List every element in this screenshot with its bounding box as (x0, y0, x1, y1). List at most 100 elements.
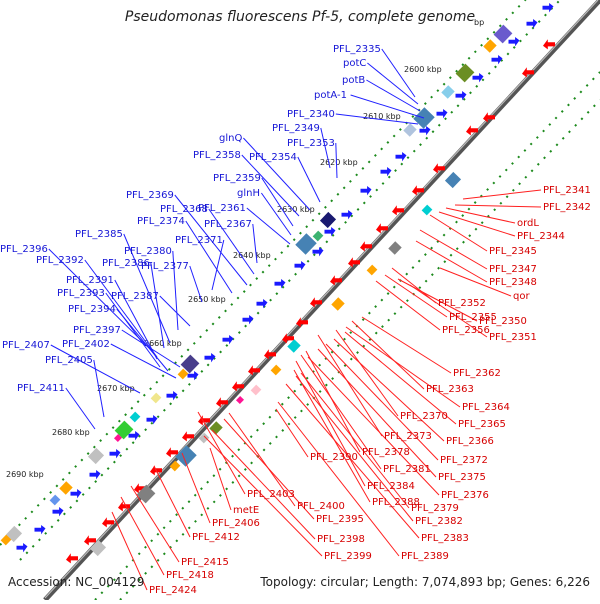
forward-gene-arrow (166, 391, 178, 401)
forward-gene-label[interactable]: PFL_2380 (124, 246, 172, 257)
forward-gene-label[interactable]: PFL_2396 (0, 244, 48, 255)
reverse-gene-label[interactable]: PFL_2355 (449, 312, 497, 323)
forward-gene-label[interactable]: PFL_2358 (193, 150, 241, 161)
forward-gene-label[interactable]: potB (342, 75, 365, 86)
forward-gene-arrow (436, 109, 448, 119)
forward-gene-label[interactable]: PFL_2385 (75, 229, 123, 240)
reverse-gene-label[interactable]: PFL_2341 (543, 185, 591, 196)
forward-gene-label[interactable]: PFL_2411 (17, 383, 65, 394)
reverse-gene-arrow (310, 297, 322, 308)
reverse-gene-box (388, 241, 402, 255)
forward-gene-box (493, 24, 513, 44)
reverse-gene-label[interactable]: PFL_2376 (441, 490, 489, 501)
reverse-gene-arrow (392, 205, 404, 216)
reverse-gene-label[interactable]: PFL_2383 (421, 533, 469, 544)
forward-gene-label[interactable]: PFL_2367 (204, 219, 252, 230)
forward-gene-label[interactable]: PFL_2397 (73, 325, 121, 336)
reverse-gene-label[interactable]: PFL_2347 (489, 264, 537, 275)
reverse-gene-label[interactable]: PFL_2370 (400, 411, 448, 422)
forward-gene-label[interactable]: potA-1 (314, 90, 347, 101)
forward-gene-label[interactable]: PFL_2391 (66, 275, 114, 286)
forward-gene-label[interactable]: PFL_2407 (2, 340, 50, 351)
reverse-gene-label[interactable]: PFL_2390 (310, 452, 358, 463)
reverse-gene-label[interactable]: qor (513, 291, 530, 302)
reverse-gene-label[interactable]: PFL_2356 (442, 325, 490, 336)
reverse-gene-arrow (232, 381, 244, 392)
forward-gene-label[interactable]: PFL_2374 (137, 216, 185, 227)
forward-gene-label[interactable]: PFL_2368 (160, 204, 208, 215)
reverse-gene-arrow (296, 317, 308, 328)
reverse-gene-label[interactable]: PFL_2418 (166, 570, 214, 581)
reverse-gene-label[interactable]: PFL_2345 (489, 246, 537, 257)
forward-gene-label[interactable]: PFL_2354 (249, 152, 297, 163)
forward-gene-label[interactable]: PFL_2349 (272, 123, 320, 134)
forward-gene-label[interactable]: glnH (237, 188, 260, 199)
reverse-gene-label[interactable]: PFL_2362 (453, 368, 501, 379)
reverse-gene-label[interactable]: PFL_2403 (247, 489, 295, 500)
reverse-leader-line (275, 408, 309, 458)
reverse-gene-label[interactable]: PFL_2381 (383, 464, 431, 475)
reverse-gene-label[interactable]: PFL_2365 (458, 419, 506, 430)
forward-leader-line (84, 259, 158, 358)
forward-gene-label[interactable]: PFL_2359 (213, 173, 261, 184)
reverse-gene-label[interactable]: PFL_2395 (316, 514, 364, 525)
reverse-gene-label[interactable]: PFL_2382 (415, 516, 463, 527)
reverse-gene-label[interactable]: PFL_2412 (192, 532, 240, 543)
reverse-gene-label[interactable]: PFL_2375 (438, 472, 486, 483)
reverse-gene-label[interactable]: PFL_2415 (181, 557, 229, 568)
forward-gene-label[interactable]: PFL_2387 (111, 291, 159, 302)
reverse-gene-label[interactable]: ordL (517, 218, 539, 229)
forward-gene-label[interactable]: PFL_2386 (102, 258, 150, 269)
reverse-gene-label[interactable]: PFL_2348 (489, 277, 537, 288)
forward-gene-arrow (146, 415, 158, 425)
reverse-gene-label[interactable]: PFL_2400 (297, 501, 345, 512)
reverse-gene-box (366, 264, 378, 276)
tick-labels: bp 2600 kbp 2610 kbp 2620 kbp 2630 kbp 2640 k… (6, 18, 484, 479)
reverse-gene-label[interactable]: PFL_2373 (384, 431, 432, 442)
reverse-gene-label[interactable]: PFL_2378 (362, 447, 410, 458)
reverse-leader-line (228, 412, 296, 507)
reverse-gene-label[interactable]: PFL_2351 (489, 332, 537, 343)
forward-gene-label[interactable]: potC (343, 58, 366, 69)
forward-gene-label[interactable]: PFL_2402 (62, 339, 110, 350)
forward-gene-label[interactable]: PFL_2371 (175, 235, 223, 246)
reverse-gene-label[interactable]: PFL_2372 (440, 455, 488, 466)
forward-gene-label[interactable]: PFL_2340 (287, 109, 335, 120)
forward-gene-label[interactable]: PFL_2369 (126, 190, 174, 201)
reverse-gene-label[interactable]: PFL_2406 (212, 518, 260, 529)
reverse-gene-label[interactable]: PFL_2389 (401, 551, 449, 562)
reverse-gene-arrow (543, 39, 555, 50)
reverse-gene-label[interactable]: PFL_2388 (372, 497, 420, 508)
reverse-gene-label[interactable]: PFL_2363 (426, 384, 474, 395)
reverse-gene-label[interactable]: PFL_2364 (462, 402, 510, 413)
forward-gene-arrow (491, 55, 503, 65)
forward-gene-label[interactable]: PFL_2361 (198, 203, 246, 214)
forward-gene-box (59, 481, 73, 495)
reverse-leader-line (277, 401, 400, 557)
forward-gene-label[interactable]: PFL_2392 (36, 255, 84, 266)
tick-label: 2680 kbp (52, 428, 90, 437)
forward-leader-line (320, 127, 331, 169)
forward-gene-label[interactable]: glnQ (219, 133, 242, 144)
forward-gene-label[interactable]: PFL_2405 (45, 355, 93, 366)
reverse-gene-label[interactable]: PFL_2398 (317, 534, 365, 545)
reverse-gene-label[interactable]: PFL_2384 (367, 481, 415, 492)
reverse-gene-label[interactable]: PFL_2366 (446, 436, 494, 447)
forward-gene-arrow (89, 470, 101, 480)
forward-gene-label[interactable]: PFL_2393 (57, 288, 105, 299)
reverse-gene-label[interactable]: PFL_2350 (479, 316, 527, 327)
forward-gene-label[interactable]: PFL_2377 (141, 261, 189, 272)
reverse-gene-label[interactable]: PFL_2424 (149, 585, 197, 596)
reverse-gene-label[interactable]: PFL_2399 (324, 551, 372, 562)
forward-gene-label[interactable]: PFL_2353 (287, 138, 335, 149)
forward-leader-line (150, 262, 165, 349)
reverse-gene-label[interactable]: PFL_2342 (543, 202, 591, 213)
reverse-gene-label[interactable]: PFL_2352 (438, 298, 486, 309)
reverse-gene-label[interactable]: PFL_2344 (517, 231, 565, 242)
reverse-gene-box (136, 484, 156, 504)
reverse-gene-label[interactable]: metE (233, 505, 259, 516)
forward-gene-label[interactable]: PFL_2335 (333, 44, 381, 55)
forward-gene-label[interactable]: PFL_2394 (68, 304, 116, 315)
reverse-gene-label[interactable]: PFL_2379 (411, 503, 459, 514)
genome-info-text: Topology: circular; Length: 7,074,893 bp… (260, 575, 590, 589)
